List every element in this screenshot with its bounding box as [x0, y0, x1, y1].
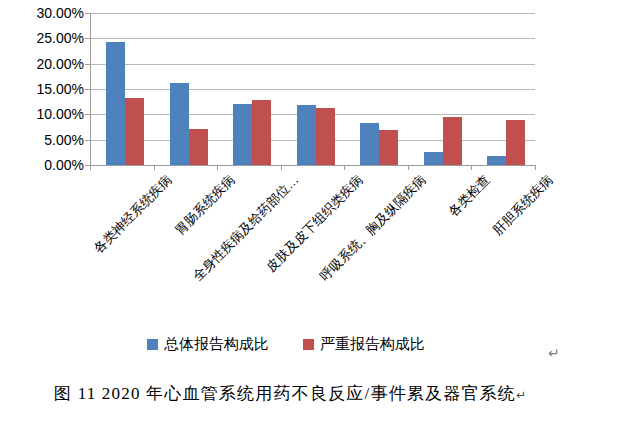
y-axis-tick-label: 15.00% — [20, 81, 84, 97]
legend-label-total: 总体报告构成比 — [164, 335, 269, 354]
gridline — [90, 89, 535, 90]
x-axis-category-label: 呼吸系统、胸及纵隔疾病 — [317, 172, 429, 284]
x-axis-category-label: 胃肠系统疾病 — [172, 172, 238, 238]
x-axis-tick — [535, 165, 536, 170]
y-axis-tick-label: 20.00% — [20, 56, 84, 72]
paragraph-return-mark: ↵ — [548, 345, 560, 361]
gridline — [90, 13, 535, 14]
y-axis-tick-label: 5.00% — [20, 132, 84, 148]
x-axis-tick — [90, 165, 91, 170]
document-page: 30.00% 25.00% 20.00% 15.00% 10.00% 5.00% 0.00%… — [0, 0, 626, 443]
legend-item-serious-report: 严重报告构成比 — [303, 335, 425, 354]
figure-caption: 图 11 2020 年心血管系统用药不良反应/事件累及器官系统↵ — [54, 382, 526, 405]
chart-legend: 总体报告构成比 严重报告构成比 — [147, 335, 425, 354]
gridline — [90, 64, 535, 65]
x-axis-tick — [344, 165, 345, 170]
legend-swatch-total-icon — [147, 339, 158, 350]
x-axis-tick — [471, 165, 472, 170]
y-axis-line — [90, 13, 91, 166]
embedded-bar-chart[interactable]: 30.00% 25.00% 20.00% 15.00% 10.00% 5.00% 0.00%… — [0, 0, 626, 375]
bar-total-report — [360, 123, 379, 165]
bar-serious-report — [316, 108, 335, 165]
legend-label-serious: 严重报告构成比 — [320, 335, 425, 354]
x-axis-tick — [154, 165, 155, 170]
x-axis-tick — [281, 165, 282, 170]
y-axis-tick-label: 30.00% — [20, 5, 84, 21]
y-axis-tick-label: 25.00% — [20, 30, 84, 46]
bar-serious-report — [443, 117, 462, 165]
figure-caption-text: 图 11 2020 年心血管系统用药不良反应/事件累及器官系统 — [54, 384, 516, 403]
gridline — [90, 38, 535, 39]
legend-item-total-report: 总体报告构成比 — [147, 335, 269, 354]
bar-serious-report — [506, 120, 525, 165]
bar-serious-report — [252, 100, 271, 165]
x-axis-line — [90, 165, 535, 166]
x-axis-tick — [408, 165, 409, 170]
bar-total-report — [170, 83, 189, 165]
legend-swatch-serious-icon — [303, 339, 314, 350]
bar-serious-report — [379, 130, 398, 165]
bar-total-report — [424, 152, 443, 165]
bar-total-report — [487, 156, 506, 165]
caption-return-mark: ↵ — [516, 388, 526, 402]
bar-total-report — [233, 104, 252, 165]
bar-total-report — [106, 42, 125, 165]
x-axis-category-label: 各类神经系统疾病 — [90, 172, 174, 256]
bar-total-report — [297, 105, 316, 165]
x-axis-category-label: 各类检查 — [445, 172, 492, 219]
y-axis-tick-label: 0.00% — [20, 157, 84, 173]
x-axis-category-label: 全身性疾病及给药部位… — [190, 172, 302, 284]
x-axis-category-label: 肝胆系统疾病 — [490, 172, 556, 238]
x-axis-tick — [217, 165, 218, 170]
bar-serious-report — [125, 98, 144, 165]
bar-serious-report — [189, 129, 208, 165]
y-axis-tick-label: 10.00% — [20, 106, 84, 122]
